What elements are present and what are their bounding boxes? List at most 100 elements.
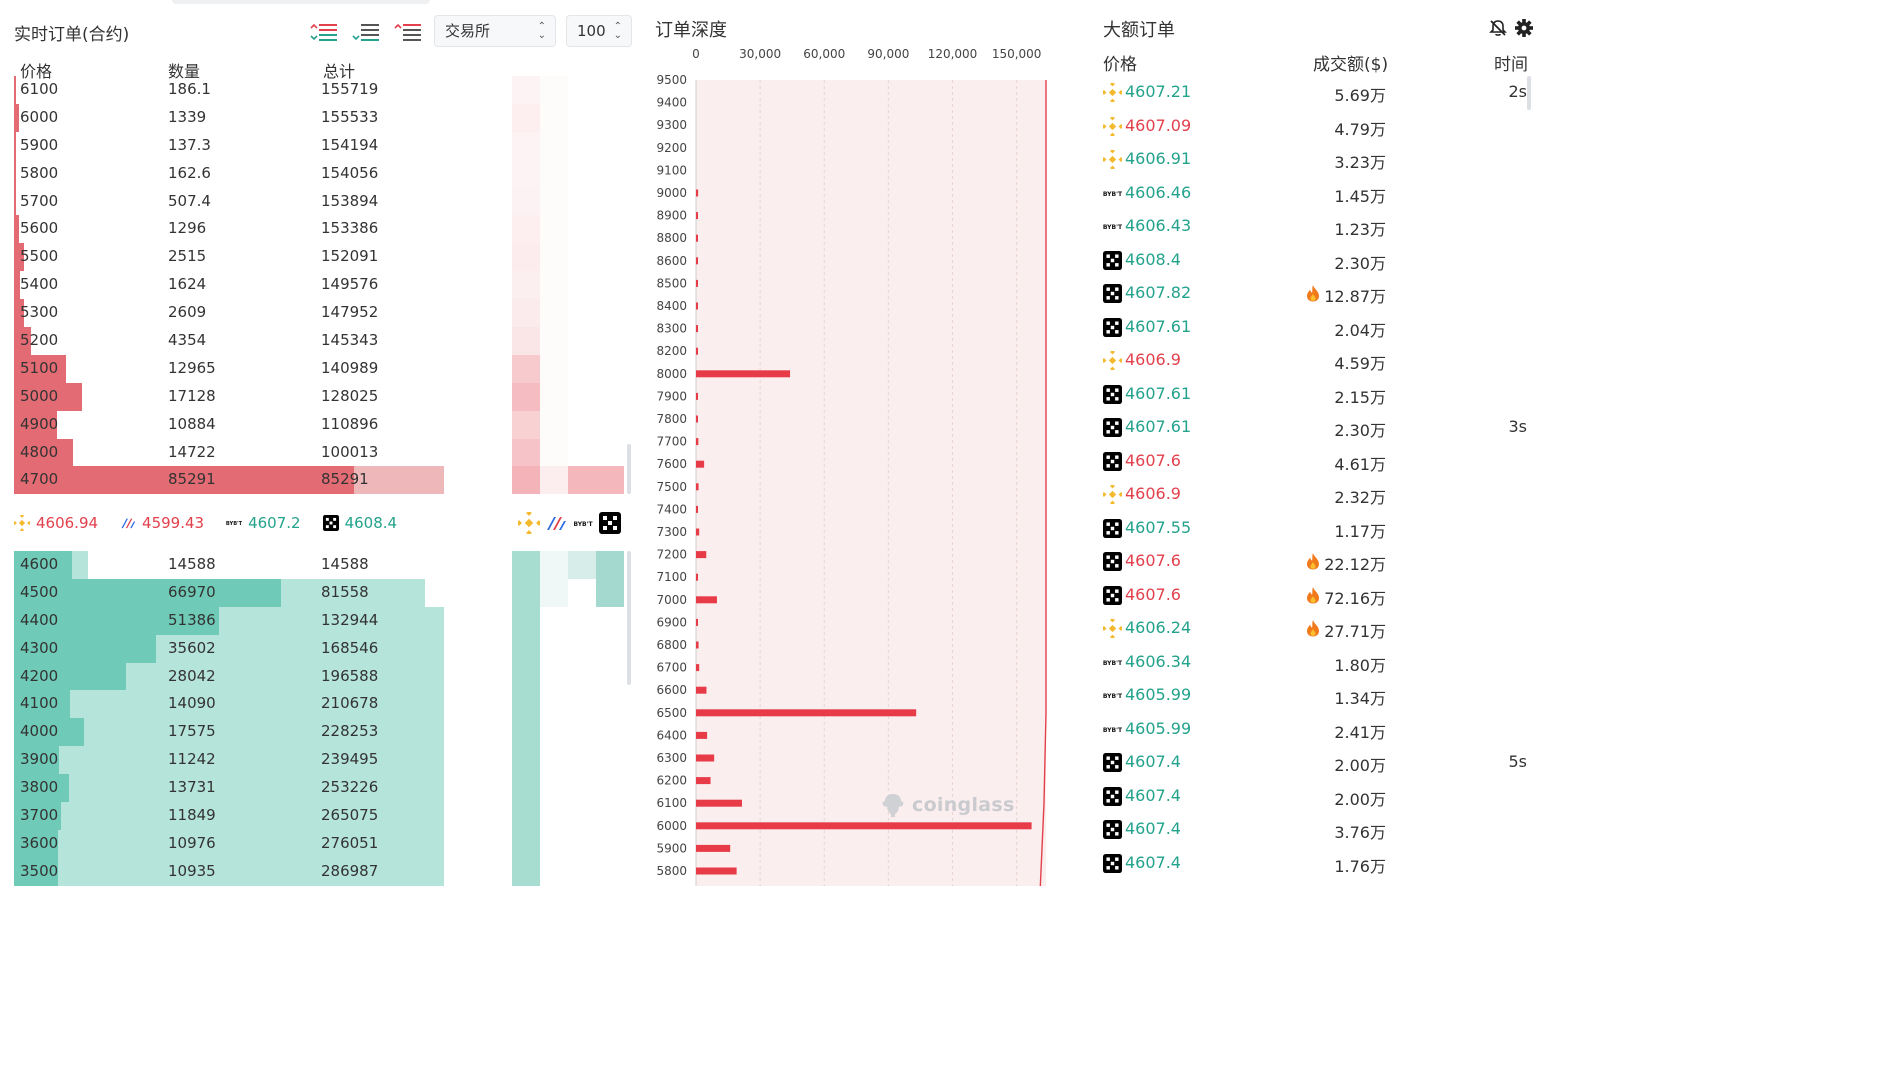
ask-row[interactable]: 5700 507.4 153894 <box>14 187 444 216</box>
ask-row[interactable]: 5800 162.6 154056 <box>14 159 444 188</box>
bitmex-icon <box>121 518 136 529</box>
bybit-icon[interactable]: BYB'T <box>572 512 594 534</box>
heat-cell <box>512 802 540 830</box>
bid-row[interactable]: 3700 11849 265075 <box>14 802 444 830</box>
large-order-row[interactable]: 4607.4 2.00万 5s <box>1103 746 1533 780</box>
bid-row[interactable]: 4200 28042 196588 <box>14 662 444 691</box>
large-order-row[interactable]: 4607.4 2.00万 <box>1103 780 1533 814</box>
large-order-row[interactable]: 4606.91 3.23万 <box>1101 143 1533 177</box>
ask-qty-bar <box>14 354 66 383</box>
depth-y-tick: 7900 <box>656 389 687 403</box>
heat-cell <box>540 188 568 216</box>
bid-price: 4600 <box>20 555 59 573</box>
bid-total-bar <box>14 857 444 886</box>
heat-cell <box>596 663 624 691</box>
ask-row[interactable]: 5100 12965 140989 <box>14 354 444 383</box>
ask-qty: 1296 <box>168 219 207 238</box>
ask-row[interactable]: 5300 2609 147952 <box>14 299 444 328</box>
ask-row[interactable]: 6100 186.1 155719 <box>14 76 444 104</box>
bid-row[interactable]: 3500 10935 286987 <box>14 857 444 886</box>
large-order-row[interactable]: 4607.4 1.76万 <box>1103 847 1533 881</box>
ask-row[interactable]: 5500 2515 152091 <box>14 243 444 272</box>
bid-row[interactable]: 4000 17575 228253 <box>14 718 444 747</box>
large-order-row[interactable]: 4607.6 4.61万 <box>1103 445 1533 479</box>
large-order-row[interactable]: 4607.61 2.15万 <box>1103 378 1533 412</box>
ask-row[interactable]: 5200 4354 145343 <box>14 327 444 355</box>
depth-bar <box>696 754 715 762</box>
bid-row[interactable]: 3800 13731 253226 <box>14 774 444 803</box>
large-order-row[interactable]: 4607.09 4.79万 <box>1101 110 1533 144</box>
ask-total: 145343 <box>321 331 379 350</box>
bell-off-icon[interactable] <box>1488 18 1508 38</box>
large-order-row[interactable]: 4606.9 2.32万 <box>1101 478 1533 512</box>
ask-row[interactable]: 4700 85291 85291 <box>14 466 444 495</box>
heat-cell <box>596 746 624 774</box>
bitmex-icon[interactable] <box>545 512 567 534</box>
large-order-row[interactable]: BYB'T 4606.46 1.45万 <box>1103 177 1533 211</box>
okx-icon[interactable] <box>599 512 621 534</box>
ask-row[interactable]: 5600 1296 153386 <box>14 215 444 244</box>
depth-y-tick: 5900 <box>656 841 687 855</box>
large-order-row[interactable]: 4607.6 22.12万 <box>1103 545 1533 579</box>
large-order-row[interactable]: 4607.61 2.30万 3s <box>1103 411 1533 445</box>
bid-row[interactable]: 4400 51386 132944 <box>14 606 444 635</box>
ask-total: 154056 <box>321 163 379 182</box>
svg-text:BYB'T: BYB'T <box>1103 693 1122 700</box>
bid-row[interactable]: 4600 14588 14588 <box>14 551 444 579</box>
heat-scrollbar[interactable] <box>627 444 631 494</box>
large-orders-scrollbar[interactable] <box>1527 76 1531 110</box>
large-order-row[interactable]: BYB'T 4606.34 1.80万 <box>1103 646 1533 680</box>
large-order-row[interactable]: 4607.55 1.17万 <box>1103 512 1533 546</box>
depth-bar <box>696 596 717 604</box>
bid-qty-bar <box>14 578 281 607</box>
bid-price: 3900 <box>20 750 59 769</box>
large-order-row[interactable]: BYB'T 4605.99 2.41万 <box>1103 713 1533 747</box>
ask-row[interactable]: 5400 1624 149576 <box>14 271 444 300</box>
heat-scrollbar[interactable] <box>627 551 631 685</box>
large-order-amount: 1.80万 <box>1334 655 1386 675</box>
depth-x-tick: 120,000 <box>928 47 978 61</box>
depth-select[interactable]: 100 ⌃ ⌄ <box>566 15 632 47</box>
bid-total-bar <box>14 774 444 803</box>
large-order-row[interactable]: BYB'T 4605.99 1.34万 <box>1103 679 1533 713</box>
bid-row[interactable]: 3600 10976 276051 <box>14 829 444 858</box>
view-asks-icon[interactable] <box>394 22 422 42</box>
heat-cell <box>596 411 624 439</box>
large-order-row[interactable]: BYB'T 4606.43 1.23万 <box>1103 210 1533 244</box>
view-both-icon[interactable] <box>310 22 338 42</box>
large-order-amount: 5.69万 <box>1334 86 1386 105</box>
exchange-select[interactable]: 交易所 ⌃ ⌄ <box>434 15 556 47</box>
svg-text:BYB'T: BYB'T <box>1103 727 1122 734</box>
ask-row[interactable]: 5900 137.3 154194 <box>14 131 444 160</box>
large-order-row[interactable]: 4606.24 27.71万 <box>1101 612 1533 646</box>
ask-row[interactable]: 6000 1339 155533 <box>14 103 444 132</box>
view-bids-icon[interactable] <box>352 22 380 42</box>
ask-row[interactable]: 5000 17128 128025 <box>14 382 444 411</box>
gear-icon[interactable] <box>1514 18 1534 38</box>
heat-row <box>512 410 624 439</box>
heat-row <box>512 662 624 691</box>
large-order-row[interactable]: 4607.6 72.16万 <box>1103 579 1533 613</box>
bid-row[interactable]: 3900 11242 239495 <box>14 746 444 775</box>
bid-row[interactable]: 4300 35602 168546 <box>14 634 444 663</box>
large-order-amount: 4.61万 <box>1334 454 1386 474</box>
large-order-row[interactable]: 4607.4 3.76万 <box>1103 813 1533 847</box>
bid-row[interactable]: 4500 66970 81558 <box>14 578 444 607</box>
depth-y-tick: 7500 <box>656 480 687 494</box>
large-order-row[interactable]: 4606.9 4.59万 <box>1101 344 1533 378</box>
binance-icon[interactable] <box>518 512 540 534</box>
large-order-price: 4607.4 <box>1125 819 1181 838</box>
large-order-row[interactable]: 4607.61 2.04万 <box>1103 311 1533 345</box>
ask-row[interactable]: 4900 10884 110896 <box>14 410 444 439</box>
large-order-row[interactable]: 4608.4 2.30万 <box>1103 244 1533 278</box>
bid-row[interactable]: 4100 14090 210678 <box>14 690 444 719</box>
depth-cumulative-line <box>1039 80 1047 886</box>
heat-cell <box>568 690 596 718</box>
heat-cell <box>540 690 568 718</box>
ask-row[interactable]: 4800 14722 100013 <box>14 438 444 467</box>
heat-cell <box>540 830 568 858</box>
updown-chevron-icon: ⌃ ⌄ <box>613 21 622 41</box>
large-order-row[interactable]: 4607.82 12.87万 <box>1103 277 1533 311</box>
heat-cell <box>568 188 596 216</box>
large-order-row[interactable]: 4607.21 5.69万 2s <box>1101 76 1533 110</box>
